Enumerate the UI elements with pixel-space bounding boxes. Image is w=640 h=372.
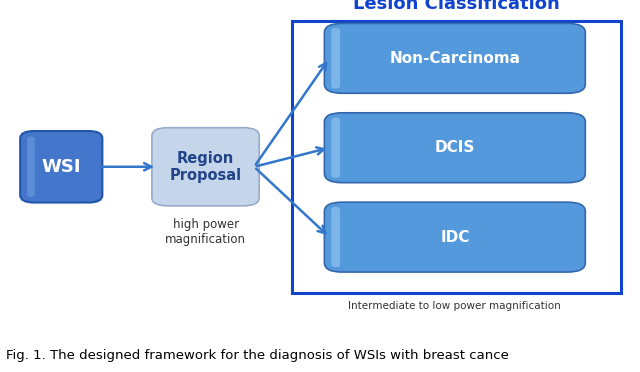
FancyBboxPatch shape [324,23,586,93]
FancyBboxPatch shape [332,28,340,89]
Text: Lesion Classification: Lesion Classification [353,0,560,13]
FancyBboxPatch shape [152,128,259,206]
FancyBboxPatch shape [20,131,102,202]
FancyBboxPatch shape [324,113,586,183]
FancyBboxPatch shape [27,136,35,197]
Bar [292,21,621,292]
Text: Non-Carcinoma: Non-Carcinoma [389,51,520,66]
Text: WSI: WSI [42,158,81,176]
Text: IDC: IDC [440,230,470,245]
Text: Intermediate to low power magnification: Intermediate to low power magnification [348,301,561,311]
FancyBboxPatch shape [332,118,340,178]
Text: Region
Proposal: Region Proposal [170,151,241,183]
Text: DCIS: DCIS [435,140,475,155]
FancyBboxPatch shape [324,202,586,272]
Text: high power
magnification: high power magnification [165,218,246,246]
FancyBboxPatch shape [332,207,340,267]
Text: Fig. 1. The designed framework for the diagnosis of WSIs with breast cance: Fig. 1. The designed framework for the d… [6,349,509,362]
